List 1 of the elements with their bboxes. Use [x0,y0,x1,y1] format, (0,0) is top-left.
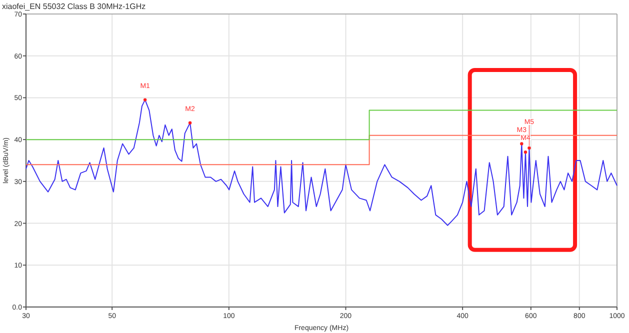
chart-title: xiaofei_EN 55032 Class B 30MHz-1GHz [2,2,146,11]
